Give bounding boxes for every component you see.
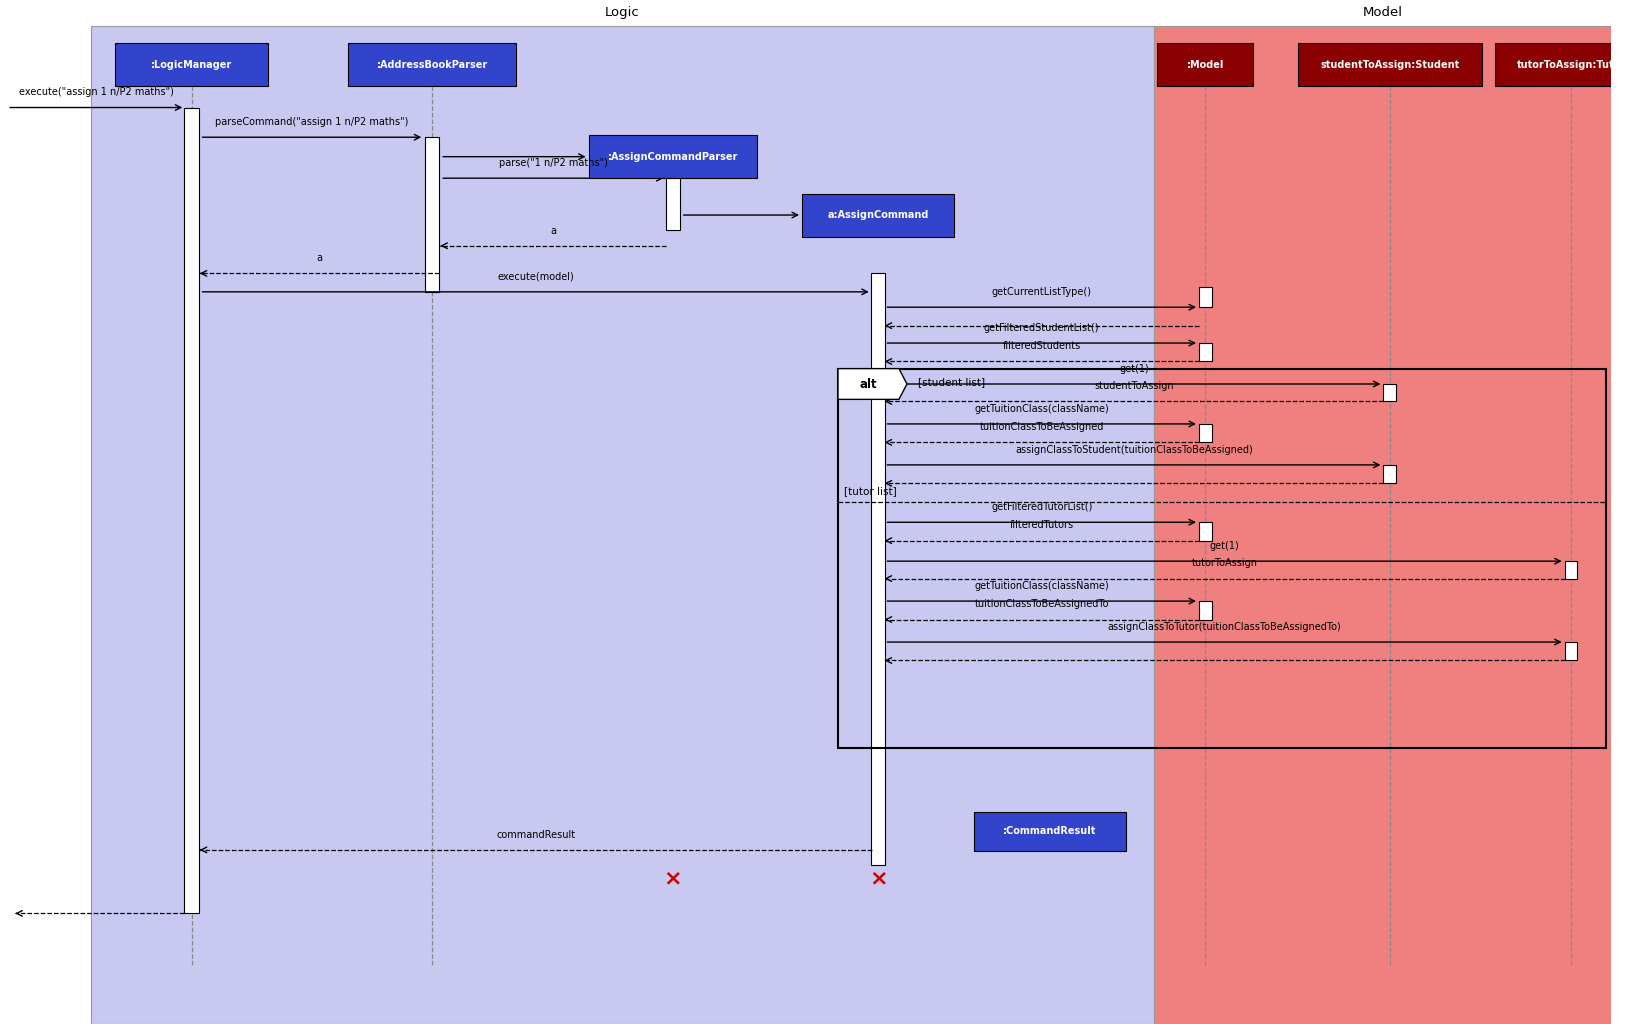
Text: execute("assign 1 n/P2 maths"): execute("assign 1 n/P2 maths") <box>18 87 173 97</box>
Text: :LogicManager: :LogicManager <box>150 59 232 70</box>
Text: studentToAssign: studentToAssign <box>1095 381 1173 391</box>
Bar <box>1384 384 1395 401</box>
Text: [student list]: [student list] <box>918 377 985 387</box>
Text: a: a <box>551 225 556 236</box>
Bar <box>1157 43 1253 86</box>
Text: Model: Model <box>1363 6 1402 18</box>
Text: tuitionClassToBeAssigned: tuitionClassToBeAssigned <box>979 422 1105 432</box>
Text: assignClassToTutor(tuitionClassToBeAssignedTo): assignClassToTutor(tuitionClassToBeAssig… <box>1108 622 1342 632</box>
Bar <box>90 26 1154 1024</box>
Bar <box>1199 287 1212 307</box>
Bar <box>1199 522 1212 541</box>
Text: :AssignCommandParser: :AssignCommandParser <box>608 152 739 162</box>
Text: filteredStudents: filteredStudents <box>1003 341 1080 351</box>
Bar <box>1199 343 1212 361</box>
Text: ×: × <box>663 868 681 889</box>
Bar <box>1199 424 1212 442</box>
Text: getFilteredStudentList(): getFilteredStudentList() <box>984 323 1100 333</box>
Bar <box>974 812 1126 851</box>
Text: tutorToAssign:Tutor: tutorToAssign:Tutor <box>1516 59 1626 70</box>
Text: :Model: :Model <box>1186 59 1224 70</box>
Bar <box>425 137 440 292</box>
Text: assignClassToStudent(tuitionClassToBeAssigned): assignClassToStudent(tuitionClassToBeAss… <box>1015 444 1253 455</box>
Text: ×: × <box>869 868 887 889</box>
Bar <box>1495 43 1634 86</box>
Bar <box>348 43 516 86</box>
Bar <box>1154 26 1611 1024</box>
Text: a:AssignCommand: a:AssignCommand <box>827 210 928 220</box>
Text: Logic: Logic <box>605 6 639 18</box>
Text: getTuitionClass(className): getTuitionClass(className) <box>974 581 1109 591</box>
Bar <box>838 369 1606 748</box>
Text: tutorToAssign: tutorToAssign <box>1191 558 1258 568</box>
Text: commandResult: commandResult <box>497 829 575 840</box>
Text: parseCommand("assign 1 n/P2 maths"): parseCommand("assign 1 n/P2 maths") <box>216 117 408 127</box>
Text: studentToAssign:Student: studentToAssign:Student <box>1320 59 1459 70</box>
Bar <box>1565 561 1577 579</box>
Bar <box>588 135 757 178</box>
Bar <box>871 273 886 865</box>
Text: get(1): get(1) <box>1119 364 1149 374</box>
Bar <box>1384 465 1395 483</box>
Bar <box>116 43 268 86</box>
Bar <box>1297 43 1482 86</box>
Text: getCurrentListType(): getCurrentListType() <box>992 287 1092 297</box>
Text: get(1): get(1) <box>1209 541 1240 551</box>
Bar <box>185 108 199 913</box>
Text: execute(model): execute(model) <box>497 271 574 282</box>
Text: a: a <box>315 253 322 263</box>
Text: getFilteredTutorList(): getFilteredTutorList() <box>990 502 1093 512</box>
Text: :AddressBookParser: :AddressBookParser <box>376 59 489 70</box>
Bar <box>665 178 680 230</box>
Text: filteredTutors: filteredTutors <box>1010 520 1074 530</box>
Polygon shape <box>838 369 907 399</box>
Text: getTuitionClass(className): getTuitionClass(className) <box>974 403 1109 414</box>
Text: alt: alt <box>859 378 877 390</box>
Bar <box>802 194 954 237</box>
Bar <box>1565 642 1577 660</box>
Text: [tutor list]: [tutor list] <box>845 485 897 496</box>
Text: tuitionClassToBeAssignedTo: tuitionClassToBeAssignedTo <box>974 599 1109 609</box>
Text: parse("1 n/P2 maths"): parse("1 n/P2 maths") <box>498 158 608 168</box>
Text: :CommandResult: :CommandResult <box>1003 826 1096 837</box>
Bar <box>1199 601 1212 620</box>
